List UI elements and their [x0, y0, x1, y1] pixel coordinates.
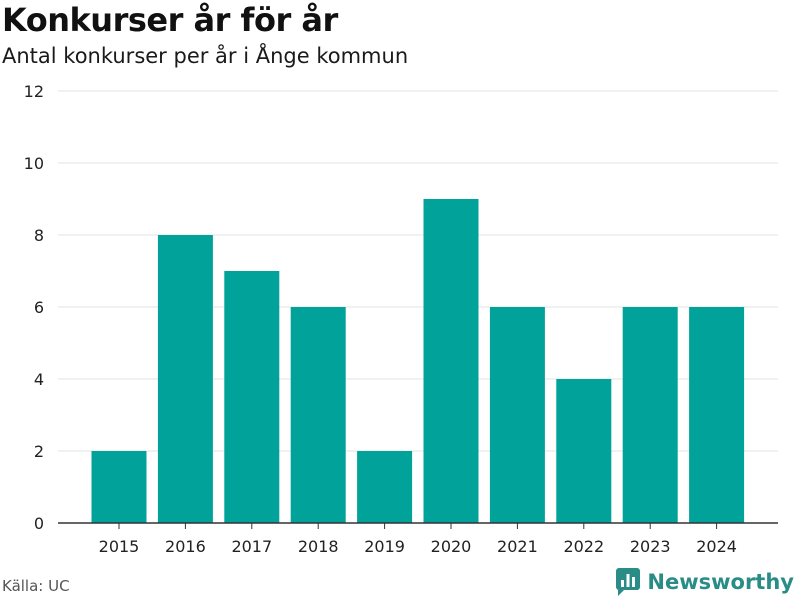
y-axis-ticks: 0 2 4 6 8 10 12	[24, 82, 44, 533]
bar	[423, 199, 479, 523]
x-tick-label: 2022	[563, 537, 604, 556]
x-tick-label: 2021	[497, 537, 538, 556]
bar	[556, 379, 612, 523]
bar	[157, 235, 213, 523]
bar	[689, 307, 745, 523]
x-tick-label: 2016	[165, 537, 206, 556]
y-tick-label: 4	[34, 370, 44, 389]
y-tick-label: 6	[34, 298, 44, 317]
y-tick-label: 0	[34, 514, 44, 533]
y-tick-label: 12	[24, 82, 44, 101]
bar	[357, 451, 413, 523]
bar	[290, 307, 346, 523]
y-tick-label: 2	[34, 442, 44, 461]
bar	[224, 271, 280, 523]
chart-subtitle: Antal konkurser per år i Ånge kommun	[2, 44, 409, 68]
newsworthy-logo-icon	[616, 568, 641, 596]
x-tick-label: 2018	[298, 537, 339, 556]
brand-name: Newsworthy	[647, 570, 794, 594]
source-note: Källa: UC	[2, 577, 70, 595]
bar	[622, 307, 678, 523]
bar	[91, 451, 147, 523]
x-tick-label: 2015	[99, 537, 140, 556]
bars	[91, 199, 745, 523]
x-tick-label: 2024	[696, 537, 737, 556]
x-tick-label: 2017	[231, 537, 272, 556]
x-axis-ticks: 2015 2016 2017 2018 2019 2020 2021 2022 2023 2024	[58, 522, 778, 556]
bar	[489, 307, 545, 523]
x-tick-label: 2019	[364, 537, 405, 556]
y-tick-label: 10	[24, 154, 44, 173]
brand-logo: Newsworthy	[616, 568, 794, 596]
chart-title: Konkurser år för år	[2, 1, 338, 39]
y-tick-label: 8	[34, 226, 44, 245]
x-tick-label: 2020	[431, 537, 472, 556]
x-tick-label: 2023	[630, 537, 671, 556]
